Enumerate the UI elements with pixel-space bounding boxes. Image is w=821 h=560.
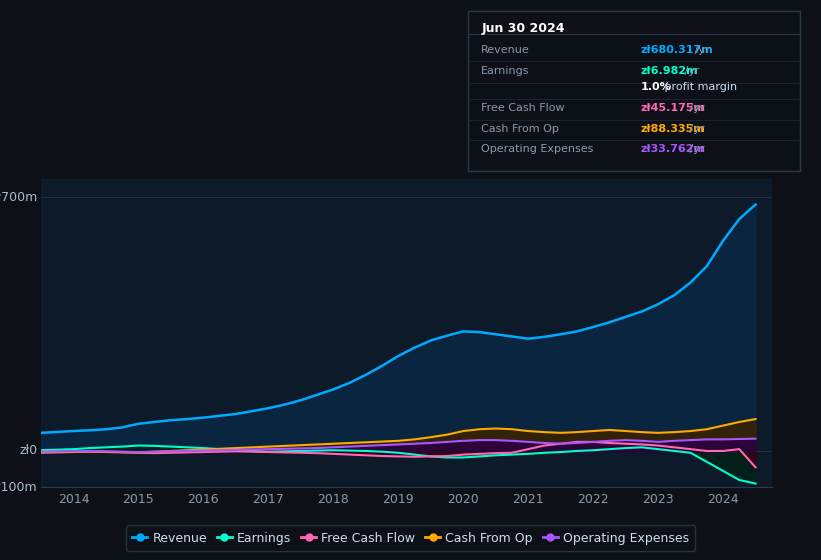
Text: Free Cash Flow: Free Cash Flow xyxy=(481,102,565,113)
Text: zł45.175m: zł45.175m xyxy=(641,102,706,113)
Text: profit margin: profit margin xyxy=(661,82,737,92)
Text: zł700m: zł700m xyxy=(0,191,38,204)
Text: /yr: /yr xyxy=(686,102,704,113)
Text: zł680.317m: zł680.317m xyxy=(641,44,713,54)
Text: -zł100m: -zł100m xyxy=(0,480,38,494)
Text: zł88.335m: zł88.335m xyxy=(641,124,705,133)
Text: Operating Expenses: Operating Expenses xyxy=(481,144,594,154)
Legend: Revenue, Earnings, Free Cash Flow, Cash From Op, Operating Expenses: Revenue, Earnings, Free Cash Flow, Cash … xyxy=(126,525,695,551)
Text: zł6.982m: zł6.982m xyxy=(641,66,699,76)
Text: Earnings: Earnings xyxy=(481,66,530,76)
Text: zł33.762m: zł33.762m xyxy=(641,144,706,154)
Text: Cash From Op: Cash From Op xyxy=(481,124,559,133)
Text: 1.0%: 1.0% xyxy=(641,82,672,92)
Text: Jun 30 2024: Jun 30 2024 xyxy=(481,22,565,35)
Text: Revenue: Revenue xyxy=(481,44,530,54)
Text: /yr: /yr xyxy=(686,144,704,154)
Text: /yr: /yr xyxy=(681,66,699,76)
Text: zł0: zł0 xyxy=(19,445,38,458)
Text: /yr: /yr xyxy=(690,44,709,54)
Text: /yr: /yr xyxy=(686,124,704,133)
